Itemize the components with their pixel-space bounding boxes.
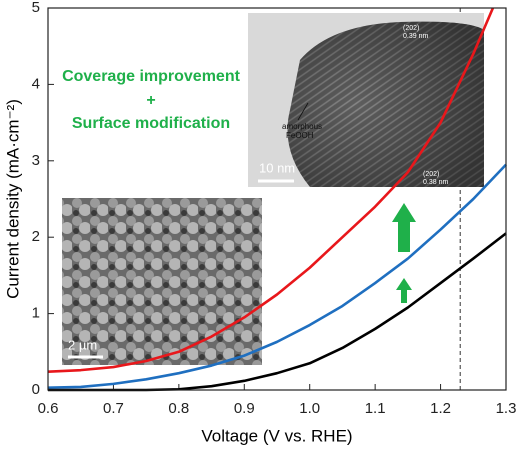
pointer <box>297 102 309 121</box>
x-tick-label: 1.3 <box>496 400 517 417</box>
tem-label: FeOOH <box>286 131 314 140</box>
tem-label: (202) <box>403 25 419 32</box>
x-axis-label: Voltage (V vs. RHE) <box>201 426 352 445</box>
y-tick-label: 5 <box>32 0 40 16</box>
y-tick-label: 4 <box>32 75 40 92</box>
scale-label: 10 nm <box>259 160 295 175</box>
curves <box>47 7 507 392</box>
arrows <box>392 203 416 303</box>
x-tick-label: 1.1 <box>365 400 386 417</box>
x-tick-label: 0.7 <box>103 400 124 417</box>
y-tick-label: 3 <box>32 152 40 169</box>
annotation: + <box>146 92 155 109</box>
data-line <box>47 163 507 390</box>
annotation: Coverage improvement <box>62 68 241 85</box>
sem-inset: 2 µm <box>62 198 262 365</box>
arrow-large <box>392 203 416 252</box>
scale-label: 2 µm <box>68 337 97 352</box>
tem-label: 0.39 nm <box>403 33 428 40</box>
y-tick-label: 2 <box>32 228 40 245</box>
tem-shade <box>287 21 484 187</box>
data-line <box>47 7 495 373</box>
tem-label: 0.38 nm <box>423 179 448 186</box>
tem-inset: 10 nm amorphous FeOOH (202) 0.39 nm (202… <box>248 13 484 187</box>
tem-label: (202) <box>423 171 439 178</box>
x-tick-label: 1.2 <box>430 400 451 417</box>
plot-frame <box>47 7 507 391</box>
x-tick-label: 0.6 <box>38 400 59 417</box>
annotation: Surface modification <box>72 115 230 132</box>
tem-label: amorphous <box>282 122 322 131</box>
annotation-text: Coverage improvement + Surface modificat… <box>62 68 241 132</box>
y-axis-label: Current density (mA·cm⁻²) <box>3 99 22 299</box>
x-tick-label: 1.0 <box>299 400 320 417</box>
y-tick-label: 1 <box>32 305 40 322</box>
x-tick-label: 0.9 <box>234 400 255 417</box>
sem-image <box>62 198 262 365</box>
arrow-small <box>396 278 412 303</box>
y-tick-label: 0 <box>32 381 40 398</box>
x-tick-label: 0.8 <box>168 400 189 417</box>
